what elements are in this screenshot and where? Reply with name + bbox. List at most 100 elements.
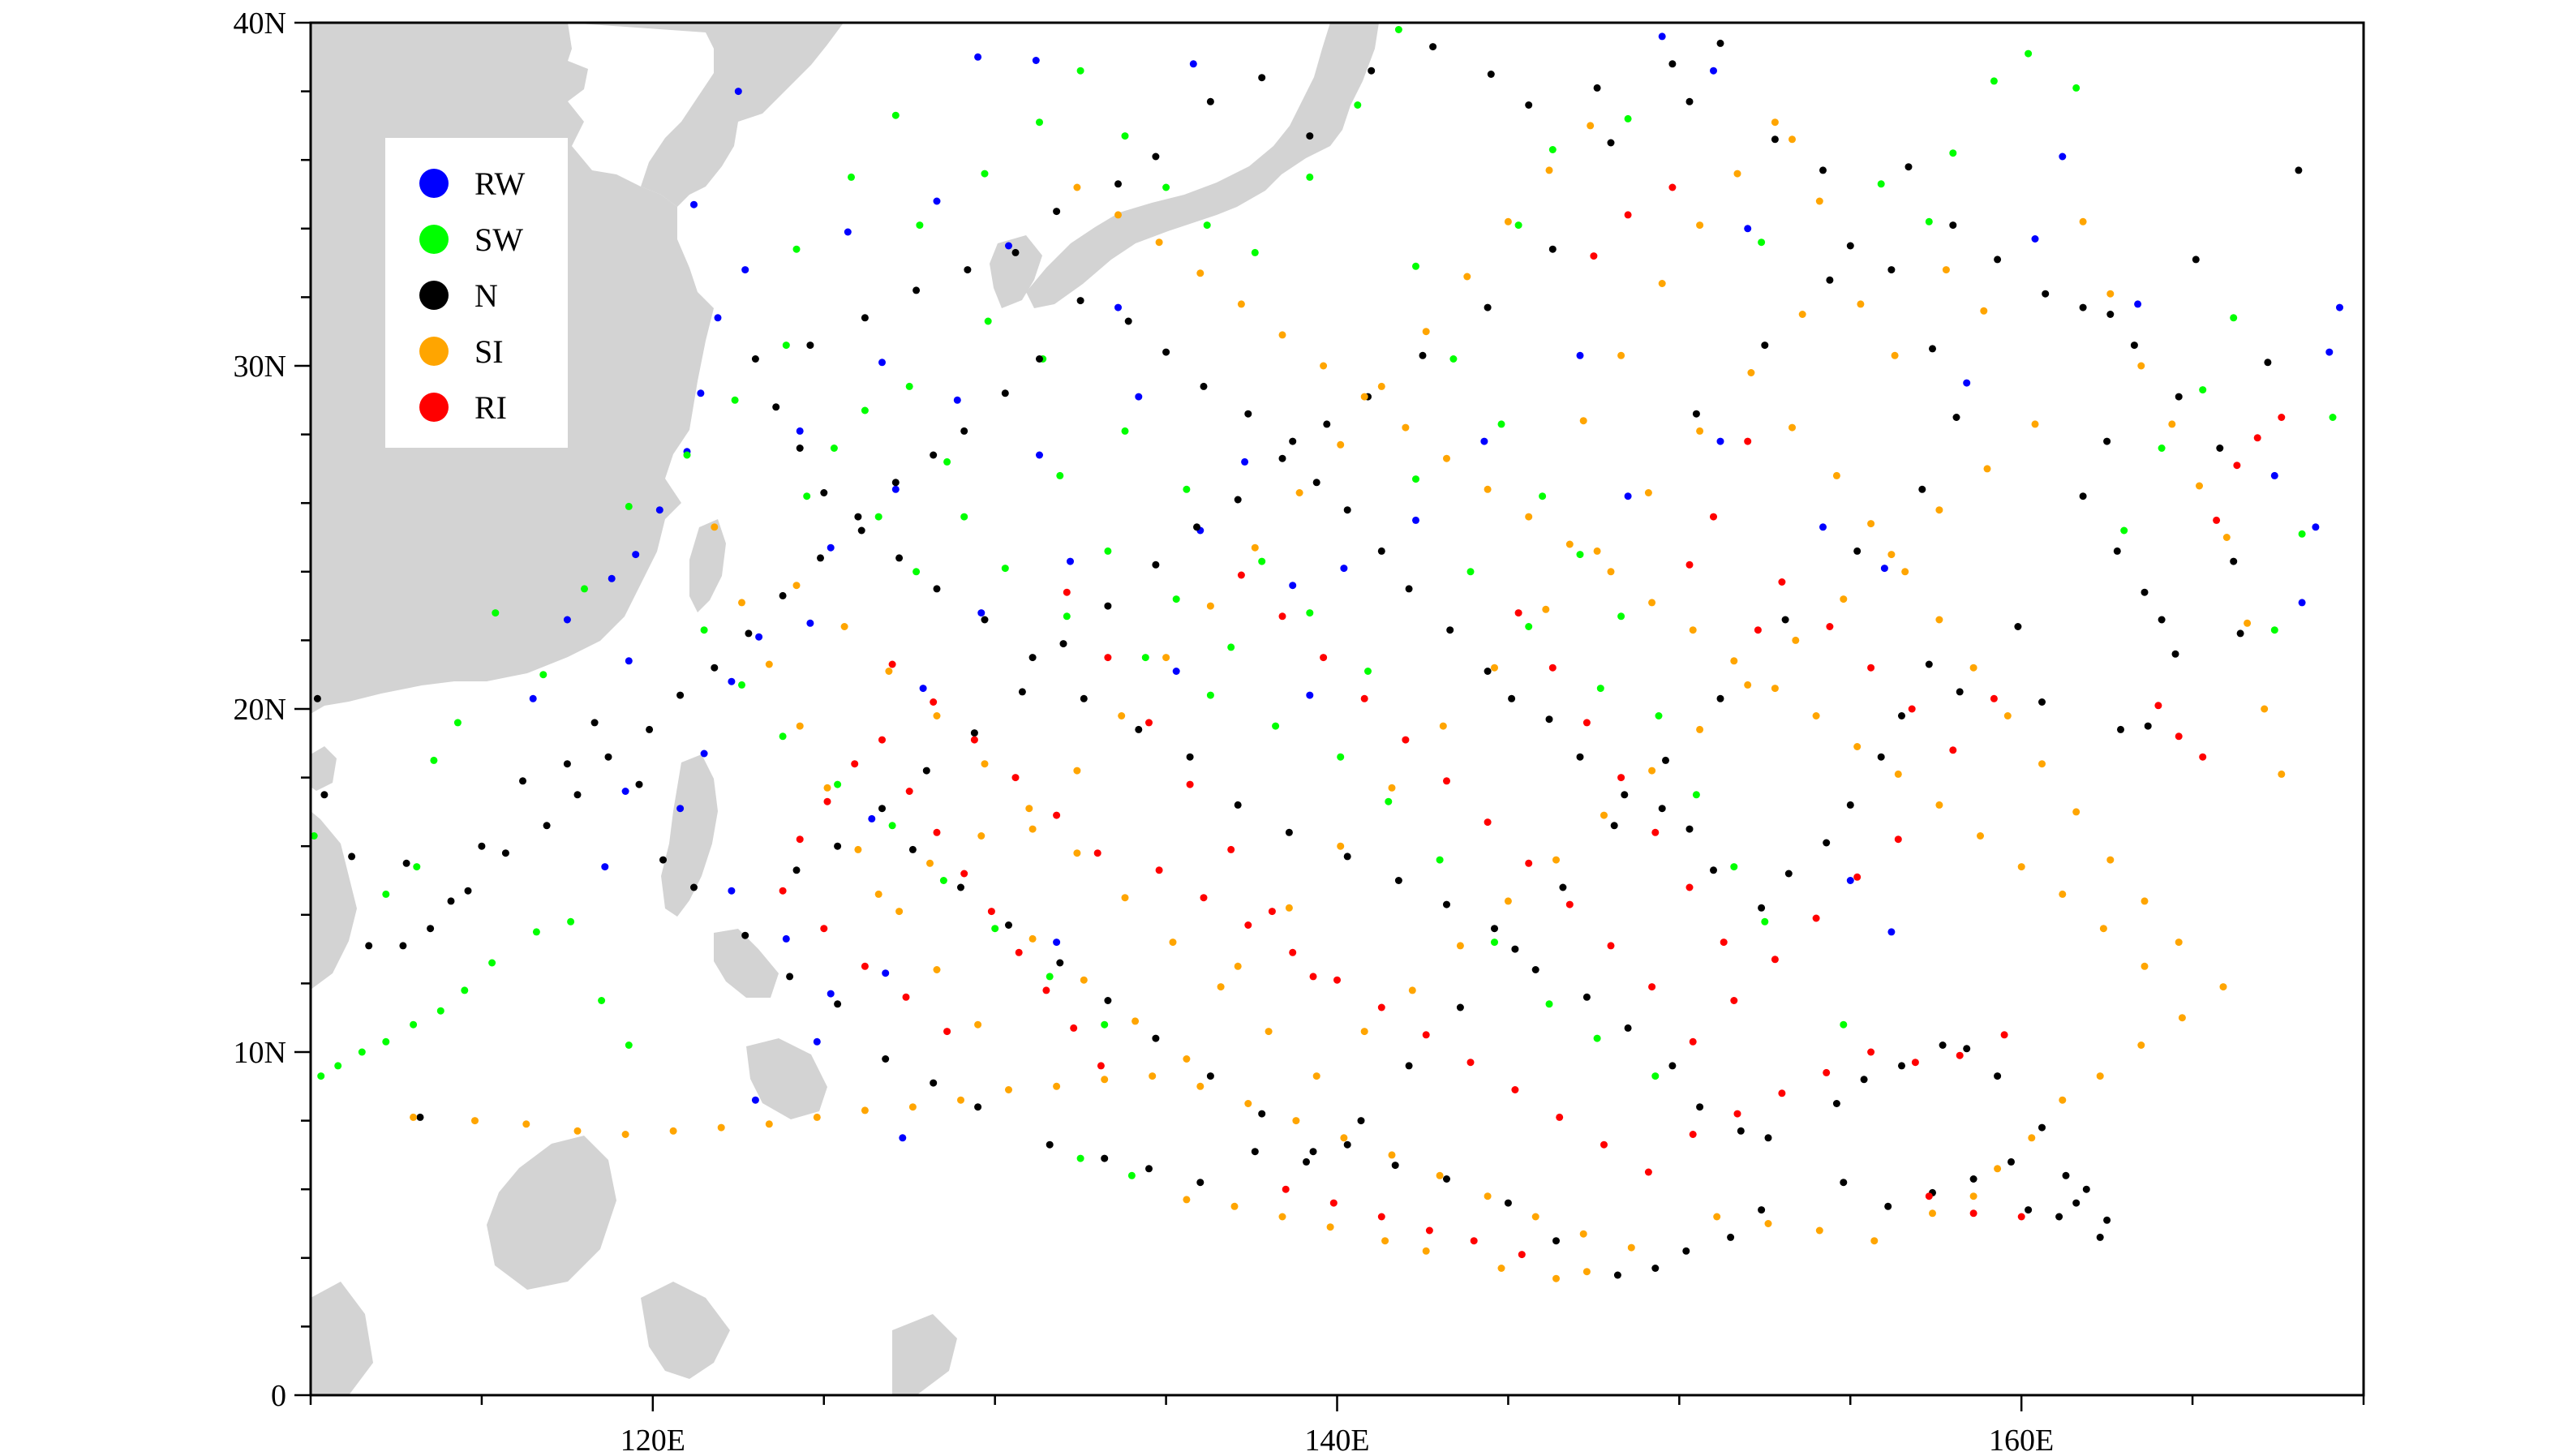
point-sw	[1655, 712, 1663, 719]
point-rw	[806, 619, 814, 627]
point-n	[1593, 84, 1601, 92]
point-sw	[848, 173, 855, 181]
point-n	[970, 729, 978, 737]
point-si	[2059, 890, 2067, 898]
land-new-guinea	[892, 1314, 957, 1395]
point-si	[1525, 513, 1533, 521]
point-rw	[1005, 242, 1012, 250]
y-tick-label: 10N	[234, 1036, 286, 1070]
point-n	[1053, 208, 1061, 216]
point-si	[926, 859, 934, 867]
point-n	[464, 887, 472, 895]
point-n	[1737, 1127, 1745, 1135]
point-n	[806, 341, 814, 350]
point-rw	[700, 749, 708, 758]
point-ri	[823, 797, 831, 805]
point-sw	[1272, 722, 1280, 730]
point-n	[1651, 1265, 1660, 1272]
legend-marker-n	[419, 281, 449, 310]
point-si	[1644, 489, 1652, 496]
point-ri	[2199, 753, 2207, 761]
point-n	[519, 777, 526, 785]
point-n	[365, 942, 373, 950]
point-n	[2082, 1185, 2090, 1193]
point-n	[1377, 547, 1385, 555]
point-si	[1073, 849, 1081, 857]
point-ri	[1042, 986, 1050, 994]
point-rw	[1340, 565, 1348, 573]
point-ri	[1778, 1089, 1786, 1097]
point-n	[817, 554, 824, 562]
point-ri	[1607, 942, 1615, 950]
point-si	[2096, 1072, 2104, 1080]
point-n	[1692, 410, 1700, 418]
point-sw	[317, 1072, 325, 1080]
point-sw	[1063, 612, 1071, 621]
point-sw	[1497, 420, 1505, 428]
point-si	[1196, 269, 1204, 277]
point-n	[2130, 341, 2138, 350]
point-rw	[868, 814, 876, 822]
point-si	[1733, 170, 1741, 178]
point-si	[2059, 1096, 2067, 1104]
point-ri	[1651, 828, 1660, 836]
point-sw	[1412, 262, 1419, 270]
point-sw	[1491, 938, 1498, 947]
point-sw	[2072, 84, 2080, 92]
point-n	[2106, 311, 2115, 318]
point-ri	[1063, 588, 1071, 596]
point-si	[1484, 485, 1492, 493]
point-rw	[2270, 471, 2278, 479]
point-n	[478, 842, 486, 850]
point-ri	[987, 908, 995, 916]
land-hainan	[311, 746, 337, 791]
point-n	[2079, 303, 2087, 311]
point-si	[1196, 1082, 1204, 1090]
point-n	[1696, 1103, 1704, 1111]
point-n	[1046, 1140, 1054, 1149]
point-n	[416, 1113, 424, 1121]
point-n	[1152, 1034, 1160, 1042]
point-si	[2244, 619, 2252, 627]
point-si	[1935, 801, 1943, 809]
point-ri	[1015, 948, 1023, 956]
point-n	[1484, 303, 1492, 311]
point-n	[1419, 351, 1427, 359]
point-n	[751, 355, 759, 363]
point-si	[471, 1117, 479, 1125]
point-ri	[1145, 719, 1153, 727]
point-sw	[488, 959, 496, 967]
point-n	[857, 526, 865, 535]
point-n	[1104, 997, 1112, 1004]
point-rw	[953, 396, 961, 404]
point-si	[792, 582, 801, 590]
point-si	[1439, 722, 1447, 730]
y-tick-label: 0	[271, 1379, 286, 1413]
point-sw	[1840, 1020, 1848, 1029]
point-sw	[1306, 173, 1314, 181]
point-n	[1682, 1247, 1690, 1255]
point-si	[1744, 681, 1752, 689]
point-ri	[1733, 1110, 1741, 1118]
point-ri	[1053, 811, 1061, 819]
point-si	[2072, 808, 2080, 816]
point-n	[1258, 1110, 1266, 1118]
point-si	[1552, 1274, 1560, 1282]
point-si	[1579, 417, 1587, 425]
point-n	[1952, 414, 1960, 421]
point-ri	[1514, 609, 1522, 617]
point-ri	[1600, 1140, 1608, 1149]
point-si	[1491, 664, 1498, 672]
point-n	[2079, 492, 2087, 500]
point-ri	[933, 828, 941, 836]
point-n	[402, 859, 410, 867]
point-sw	[1046, 973, 1054, 981]
point-n	[1918, 485, 1926, 493]
y-tick-label: 30N	[234, 350, 286, 384]
point-si	[1422, 328, 1430, 336]
point-ri	[1360, 694, 1368, 702]
point-si	[1929, 1209, 1936, 1218]
point-si	[1587, 122, 1595, 130]
point-sw	[1203, 221, 1211, 230]
